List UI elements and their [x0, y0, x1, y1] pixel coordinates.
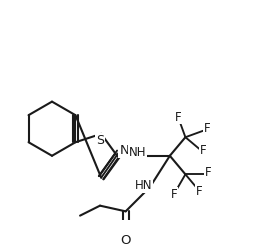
Text: O: O [120, 234, 131, 246]
Text: F: F [175, 110, 182, 123]
Text: F: F [205, 166, 211, 179]
Text: F: F [204, 123, 210, 136]
Text: S: S [96, 134, 104, 147]
Text: N: N [119, 144, 129, 157]
Text: F: F [196, 184, 203, 198]
Text: NH: NH [129, 146, 146, 159]
Text: F: F [200, 144, 207, 156]
Text: F: F [171, 188, 177, 201]
Text: HN: HN [135, 179, 152, 192]
